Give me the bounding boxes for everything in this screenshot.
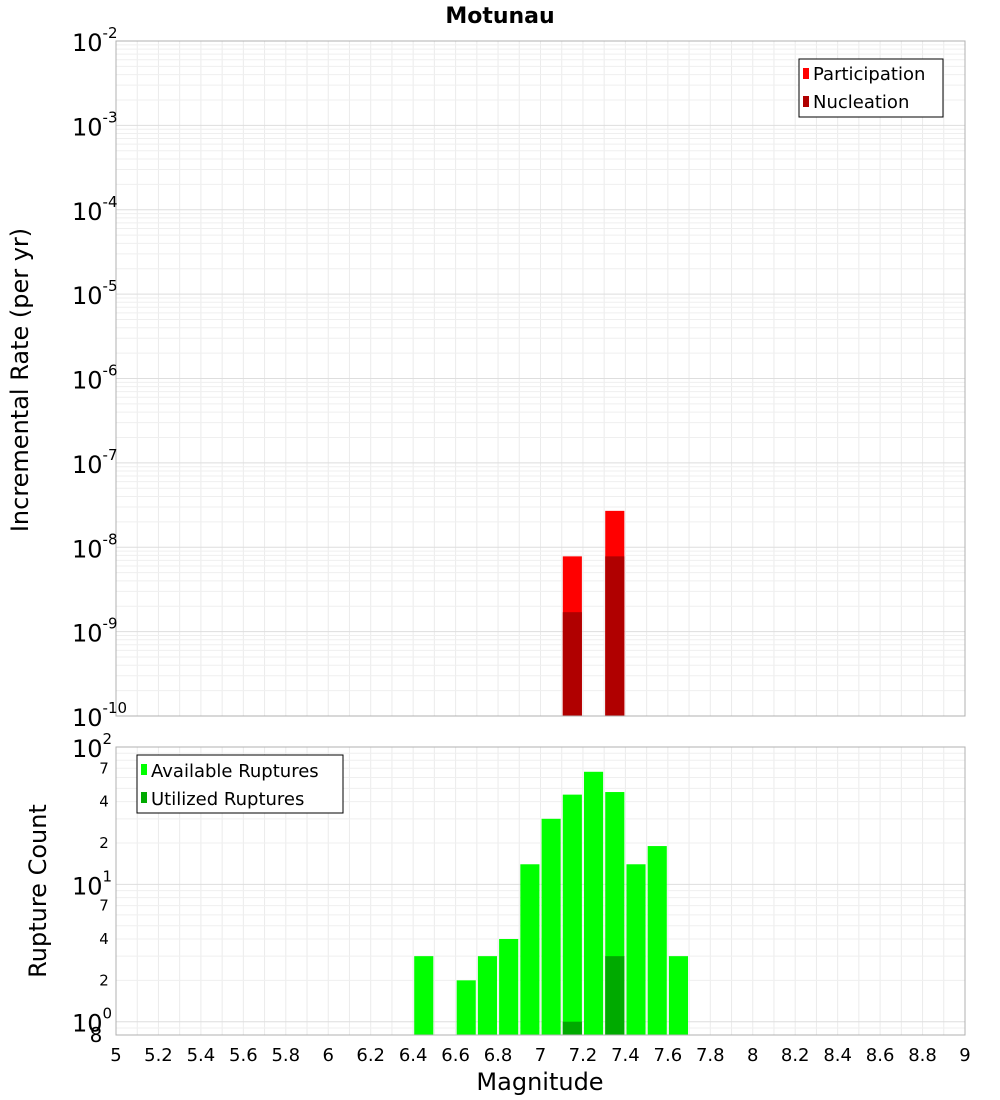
bar-available-ruptures	[541, 818, 561, 1035]
x-tick-label: 5.4	[187, 1045, 216, 1066]
x-tick-label: 7.4	[611, 1045, 640, 1066]
rate-bars	[562, 510, 625, 716]
x-tick-label: 7.2	[569, 1045, 598, 1066]
y-minor-tick-label: 4	[99, 930, 109, 948]
y-tick-label: 10-4	[72, 193, 118, 226]
x-tick-label: 7	[535, 1045, 546, 1066]
legend-swatch-nucleation	[803, 96, 809, 107]
legend-label-participation: Participation	[813, 64, 925, 85]
x-tick-label: 8.8	[908, 1045, 937, 1066]
x-tick-label: 6.4	[399, 1045, 428, 1066]
bar-utilized-ruptures	[562, 1021, 582, 1035]
bar-available-ruptures	[520, 864, 540, 1035]
count-y-ticks: 100 101 102 8 2 4 7 2 4 7	[72, 730, 112, 1047]
rupture-count-panel: 100 101 102 8 2 4 7 2 4 7 5 5.2 5.4 5.6 5.8 6 6.2 6.4 6.6…	[24, 730, 971, 1096]
bar-available-ruptures	[626, 864, 646, 1035]
bar-utilized-ruptures	[605, 956, 625, 1035]
x-tick-label: 5	[110, 1045, 121, 1066]
y-tick-label: 10-2	[72, 24, 118, 57]
y-minor-tick-label: 2	[99, 971, 109, 989]
legend-swatch-available-ruptures	[141, 764, 147, 775]
chart-title: Motunau	[445, 4, 554, 29]
bar-available-ruptures	[562, 794, 582, 1035]
legend-swatch-participation	[803, 68, 809, 79]
y-tick-label: 10-9	[72, 615, 118, 648]
x-tick-label: 6.6	[441, 1045, 470, 1066]
count-plot-border	[115, 746, 966, 1036]
rate-y-axis-label: Incremental Rate (per yr)	[6, 228, 34, 532]
rate-legend: Participation Nucleation	[798, 58, 944, 118]
bar-available-ruptures	[668, 956, 689, 1035]
x-tick-label: 8	[747, 1045, 758, 1066]
y-tick-label: 10-6	[72, 362, 118, 395]
x-axis-label: Magnitude	[476, 1068, 603, 1096]
y-tick-label: 10-5	[72, 277, 118, 310]
y-tick-label: 101	[72, 867, 112, 900]
count-legend-box	[136, 754, 344, 814]
x-tick-label: 8.6	[866, 1045, 895, 1066]
bar-available-ruptures	[647, 846, 667, 1035]
x-tick-label: 5.8	[271, 1045, 300, 1066]
y-tick-label: 10-10	[72, 699, 127, 732]
y-tick-label: 10-3	[72, 108, 118, 141]
y-minor-tick-label: 7	[99, 759, 109, 777]
bar-nucleation	[562, 612, 582, 716]
x-tick-label: 7.8	[696, 1045, 725, 1066]
bar-available-ruptures	[456, 980, 476, 1035]
rate-panel: 10-10 10-9 10-8 10-7 10-6 10-5 10-4 10-3 10-2 In…	[6, 24, 966, 732]
x-tick-label: 5.6	[229, 1045, 258, 1066]
y-minor-tick-label: 7	[99, 897, 109, 915]
y-tick-label: 102	[72, 730, 112, 763]
legend-label-utilized-ruptures: Utilized Ruptures	[151, 789, 304, 810]
legend-label-available-ruptures: Available Ruptures	[151, 761, 319, 782]
bar-available-ruptures	[584, 771, 604, 1035]
x-tick-label: 8.4	[823, 1045, 852, 1066]
y-tick-label: 10-7	[72, 446, 118, 479]
x-axis-ticks: 5 5.2 5.4 5.6 5.8 6 6.2 6.4 6.6 6.8 7 7.2 7.4 7.6 7.8 8…	[110, 1045, 970, 1066]
x-tick-label: 8.2	[781, 1045, 810, 1066]
y-minor-tick-label: 2	[99, 834, 109, 852]
legend-swatch-utilized-ruptures	[141, 792, 147, 803]
x-tick-label: 7.6	[654, 1045, 683, 1066]
y-tick-label: 10-8	[72, 530, 118, 563]
x-tick-label: 6	[323, 1045, 334, 1066]
y-tick-label: 100	[72, 1005, 112, 1038]
bar-available-ruptures	[477, 956, 497, 1035]
rate-legend-box	[798, 58, 944, 118]
rate-y-ticks: 10-10 10-9 10-8 10-7 10-6 10-5 10-4 10-3 10-2	[72, 24, 127, 732]
rate-plot-border	[115, 40, 966, 717]
count-y-axis-label: Rupture Count	[24, 804, 52, 978]
x-tick-label: 5.2	[144, 1045, 173, 1066]
bar-available-ruptures	[499, 939, 519, 1035]
count-legend: Available Ruptures Utilized Ruptures	[136, 754, 344, 814]
legend-label-nucleation: Nucleation	[813, 92, 909, 113]
rate-gridlines	[115, 41, 966, 717]
x-tick-label: 6.8	[484, 1045, 513, 1066]
y-minor-tick-label: 4	[99, 793, 109, 811]
bar-available-ruptures	[414, 956, 434, 1035]
x-tick-label: 9	[959, 1045, 970, 1066]
bar-nucleation	[605, 556, 625, 716]
y-minor-tick-label: 8	[90, 1023, 103, 1047]
x-tick-label: 6.2	[356, 1045, 385, 1066]
count-bars	[414, 771, 689, 1035]
